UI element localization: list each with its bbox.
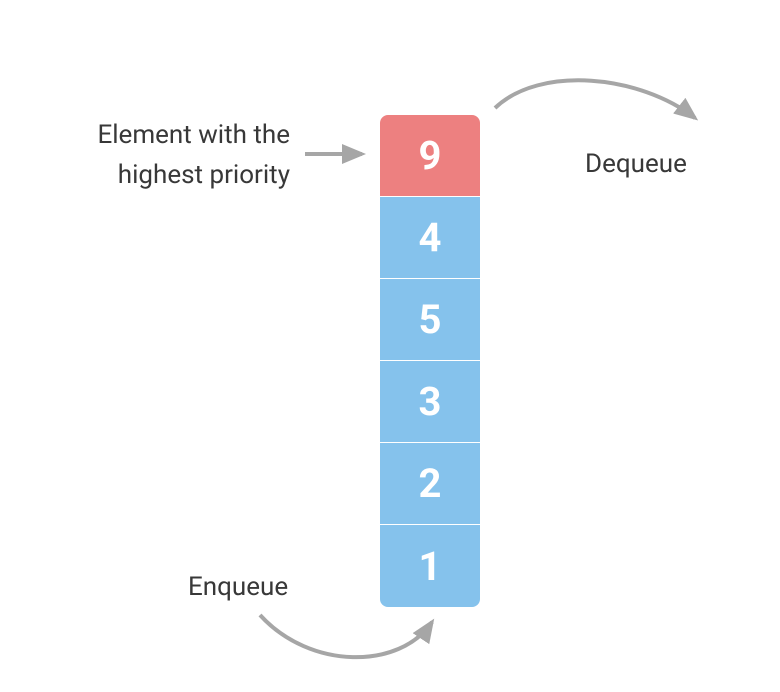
queue-cell: 5 [380, 279, 480, 361]
priority-text-line2: highest priority [118, 160, 290, 190]
queue-cell-top: 9 [380, 115, 480, 197]
queue-cell: 3 [380, 361, 480, 443]
enqueue-label: Enqueue [188, 567, 318, 607]
queue-cell: 1 [380, 525, 480, 607]
enqueue-arrow [260, 615, 432, 657]
priority-queue: 945321 [380, 115, 480, 607]
diagram-canvas: 945321 Element with the highest priority… [0, 0, 780, 692]
dequeue-arrow [495, 80, 695, 118]
queue-cell: 2 [380, 443, 480, 525]
queue-cell: 4 [380, 197, 480, 279]
dequeue-label: Dequeue [585, 144, 725, 184]
highest-priority-label: Element with the highest priority [30, 115, 290, 196]
priority-text-line1: Element with the [97, 120, 290, 150]
